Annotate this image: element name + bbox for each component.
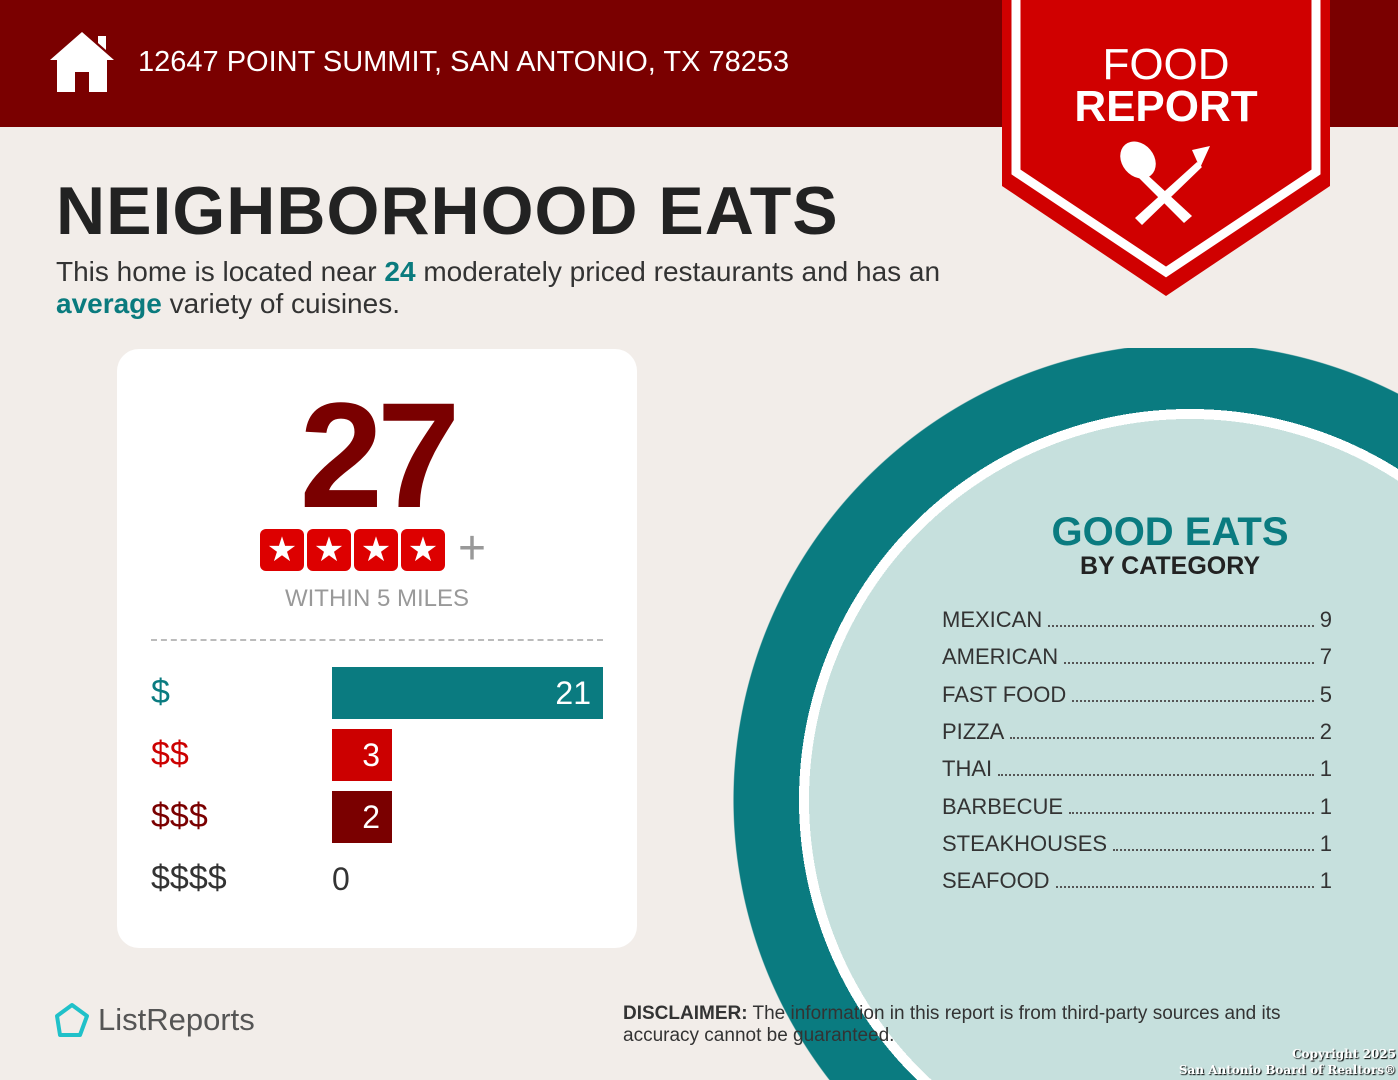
price-label: $$$ xyxy=(151,797,208,835)
category-item: AMERICAN 7 xyxy=(942,644,1332,670)
spoon-fork-icon xyxy=(1120,141,1210,225)
category-count: 1 xyxy=(1319,868,1332,894)
listreports-logo: ListReports xyxy=(54,1002,255,1038)
badge-line1: FOOD xyxy=(1102,40,1230,89)
price-bar: 2 xyxy=(332,791,392,843)
category-name: FAST FOOD xyxy=(942,681,1067,707)
badge-line2: REPORT xyxy=(1074,82,1258,131)
category-item: BARBECUE 1 xyxy=(942,794,1332,820)
category-count: 2 xyxy=(1319,718,1332,744)
price-row: $$$$ 0 xyxy=(151,853,603,905)
divider xyxy=(151,639,603,641)
categories-title: GOOD EATS xyxy=(1051,510,1289,554)
price-label: $$ xyxy=(151,735,189,773)
category-count: 1 xyxy=(1319,756,1332,782)
category-item: MEXICAN 9 xyxy=(942,607,1332,633)
within-label: WITHIN 5 MILES xyxy=(284,585,470,612)
price-row: $$ 3 xyxy=(151,729,603,781)
category-name: STEAKHOUSES xyxy=(942,830,1108,856)
star-icon: ★ xyxy=(401,529,445,571)
address: 12647 POINT SUMMIT, SAN ANTONIO, TX 7825… xyxy=(138,46,790,78)
disclaimer: DISCLAIMER: The information in this repo… xyxy=(623,1003,1281,1046)
dot-leader xyxy=(1113,831,1314,851)
category-item: STEAKHOUSES 1 xyxy=(942,831,1332,857)
copyright: Copyright 2025 San Antonio Board of Realt… xyxy=(1178,1047,1396,1077)
restaurant-count-card: 27 ★ ★ ★ ★ + WITHIN 5 MILES $21 $$ 3 $$$ 2 $$$$ 0 xyxy=(117,349,637,948)
dot-leader xyxy=(1064,644,1314,665)
summary-text: This home is located near 24 moderately … xyxy=(56,256,941,319)
dot-leader xyxy=(1048,607,1314,627)
price-row: $21 xyxy=(151,667,603,719)
page-title: NEIGHBORHOOD EATS xyxy=(56,173,839,249)
star-icon: ★ xyxy=(354,529,398,571)
category-name: SEAFOOD xyxy=(942,868,1050,894)
category-count: 1 xyxy=(1319,830,1332,856)
dot-leader xyxy=(998,756,1314,777)
food-report-badge xyxy=(1002,0,1330,296)
category-item: SEAFOOD 1 xyxy=(942,868,1332,894)
category-name: PIZZA xyxy=(942,718,1005,744)
dot-leader xyxy=(1010,719,1314,739)
star-icon: ★ xyxy=(307,529,351,571)
price-value: 0 xyxy=(332,861,350,897)
category-count: 1 xyxy=(1319,793,1332,819)
dot-leader xyxy=(1055,868,1314,889)
logo-text: ListReports xyxy=(98,1002,255,1037)
dot-leader xyxy=(1072,682,1314,702)
categories-subtitle: BY CATEGORY xyxy=(1079,552,1261,580)
category-name: AMERICAN xyxy=(942,644,1059,670)
total-count: 27 xyxy=(299,371,461,539)
star-icon: ★ xyxy=(260,529,304,571)
plus-icon: + xyxy=(458,522,487,575)
price-label: $$$$ xyxy=(151,859,227,897)
dot-leader xyxy=(1069,794,1314,814)
category-name: BARBECUE xyxy=(942,793,1064,819)
price-bar: 3 xyxy=(332,729,392,781)
category-name: THAI xyxy=(942,756,993,782)
category-item: THAI 1 xyxy=(942,756,1332,782)
category-count: 7 xyxy=(1319,644,1332,670)
category-circle xyxy=(732,348,1398,1080)
price-label: $ xyxy=(151,673,170,711)
category-item: PIZZA 2 xyxy=(942,719,1332,745)
home-icon xyxy=(50,32,114,92)
star-rating: ★ ★ ★ ★ + xyxy=(260,522,487,575)
category-item: FAST FOOD 5 xyxy=(942,682,1332,708)
category-name: MEXICAN xyxy=(942,607,1043,632)
price-row: $$$ 2 xyxy=(151,791,603,843)
category-count: 5 xyxy=(1319,681,1332,707)
price-bar: 21 xyxy=(332,667,603,719)
category-count: 9 xyxy=(1319,607,1332,632)
listreports-logo-icon xyxy=(55,1003,89,1037)
